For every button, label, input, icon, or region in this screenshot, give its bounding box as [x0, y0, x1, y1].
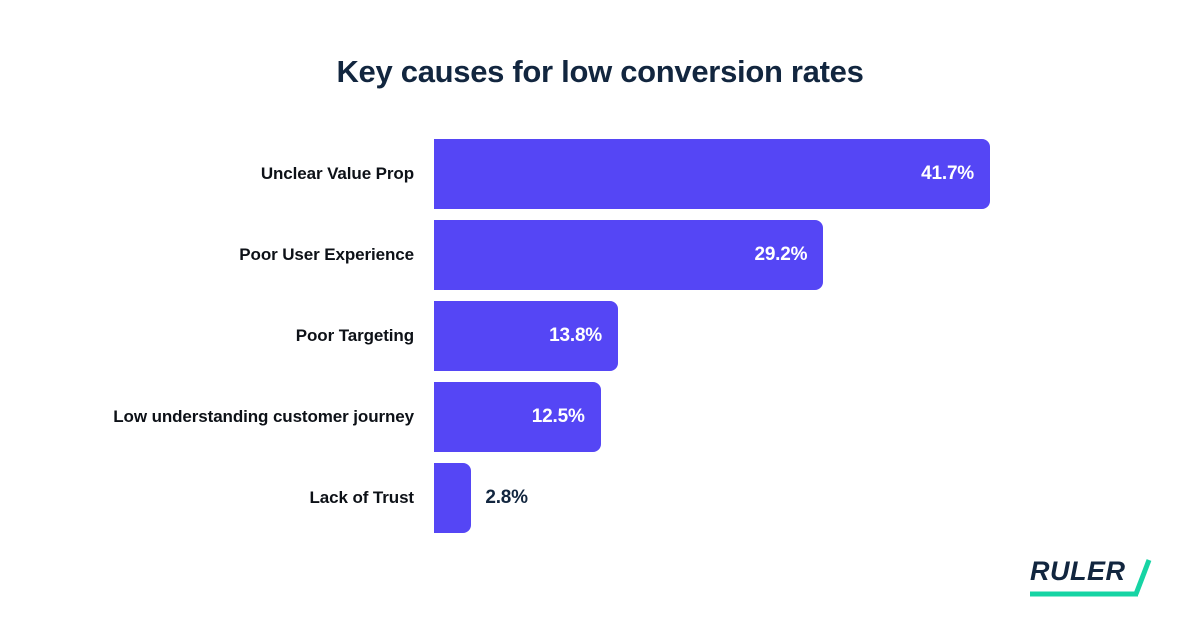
bar-value-label: 41.7%	[921, 163, 974, 184]
ruler-wordmark: RULER	[1030, 556, 1126, 586]
bar-value-label: 12.5%	[531, 406, 585, 427]
bar-row: Lack of Trust 2.8%	[0, 463, 1200, 533]
bar-category-label: Low understanding customer journey	[113, 407, 414, 426]
bar-row: Poor User Experience 29.2%	[0, 220, 1200, 290]
bar-row: Low understanding customer journey 12.5%	[0, 382, 1200, 452]
ruler-logo[interactable]: RULER	[1030, 556, 1175, 602]
bar[interactable]: 13.8%	[434, 301, 618, 371]
bar-track: 2.8%	[434, 463, 1200, 533]
bar-row: Unclear Value Prop 41.7%	[0, 139, 1200, 209]
bar-chart-plot-area: Unclear Value Prop 41.7% Poor User Exper…	[0, 139, 1200, 539]
bar-track: 13.8%	[434, 301, 1200, 371]
bar[interactable]: 2.8%	[434, 463, 528, 533]
bar[interactable]: 12.5%	[434, 382, 601, 452]
bar-value-label: 29.2%	[754, 244, 808, 265]
bar-value-label: 13.8%	[549, 325, 602, 346]
bar[interactable]: 41.7%	[434, 139, 990, 209]
chart-title: Key causes for low conversion rates	[336, 54, 864, 89]
bar-category-label: Lack of Trust	[309, 488, 414, 507]
bar-category-label: Unclear Value Prop	[260, 164, 414, 183]
bar-category-label: Poor User Experience	[239, 245, 414, 264]
bar-value-label: 2.8%	[485, 487, 528, 508]
bar-track: 41.7%	[434, 139, 1200, 209]
bar-track: 29.2%	[434, 220, 1200, 290]
bar-category-label: Poor Targeting	[295, 326, 414, 345]
bar[interactable]: 29.2%	[434, 220, 824, 290]
bar-track: 12.5%	[434, 382, 1200, 452]
bar-row: Poor Targeting 13.8%	[0, 301, 1200, 371]
